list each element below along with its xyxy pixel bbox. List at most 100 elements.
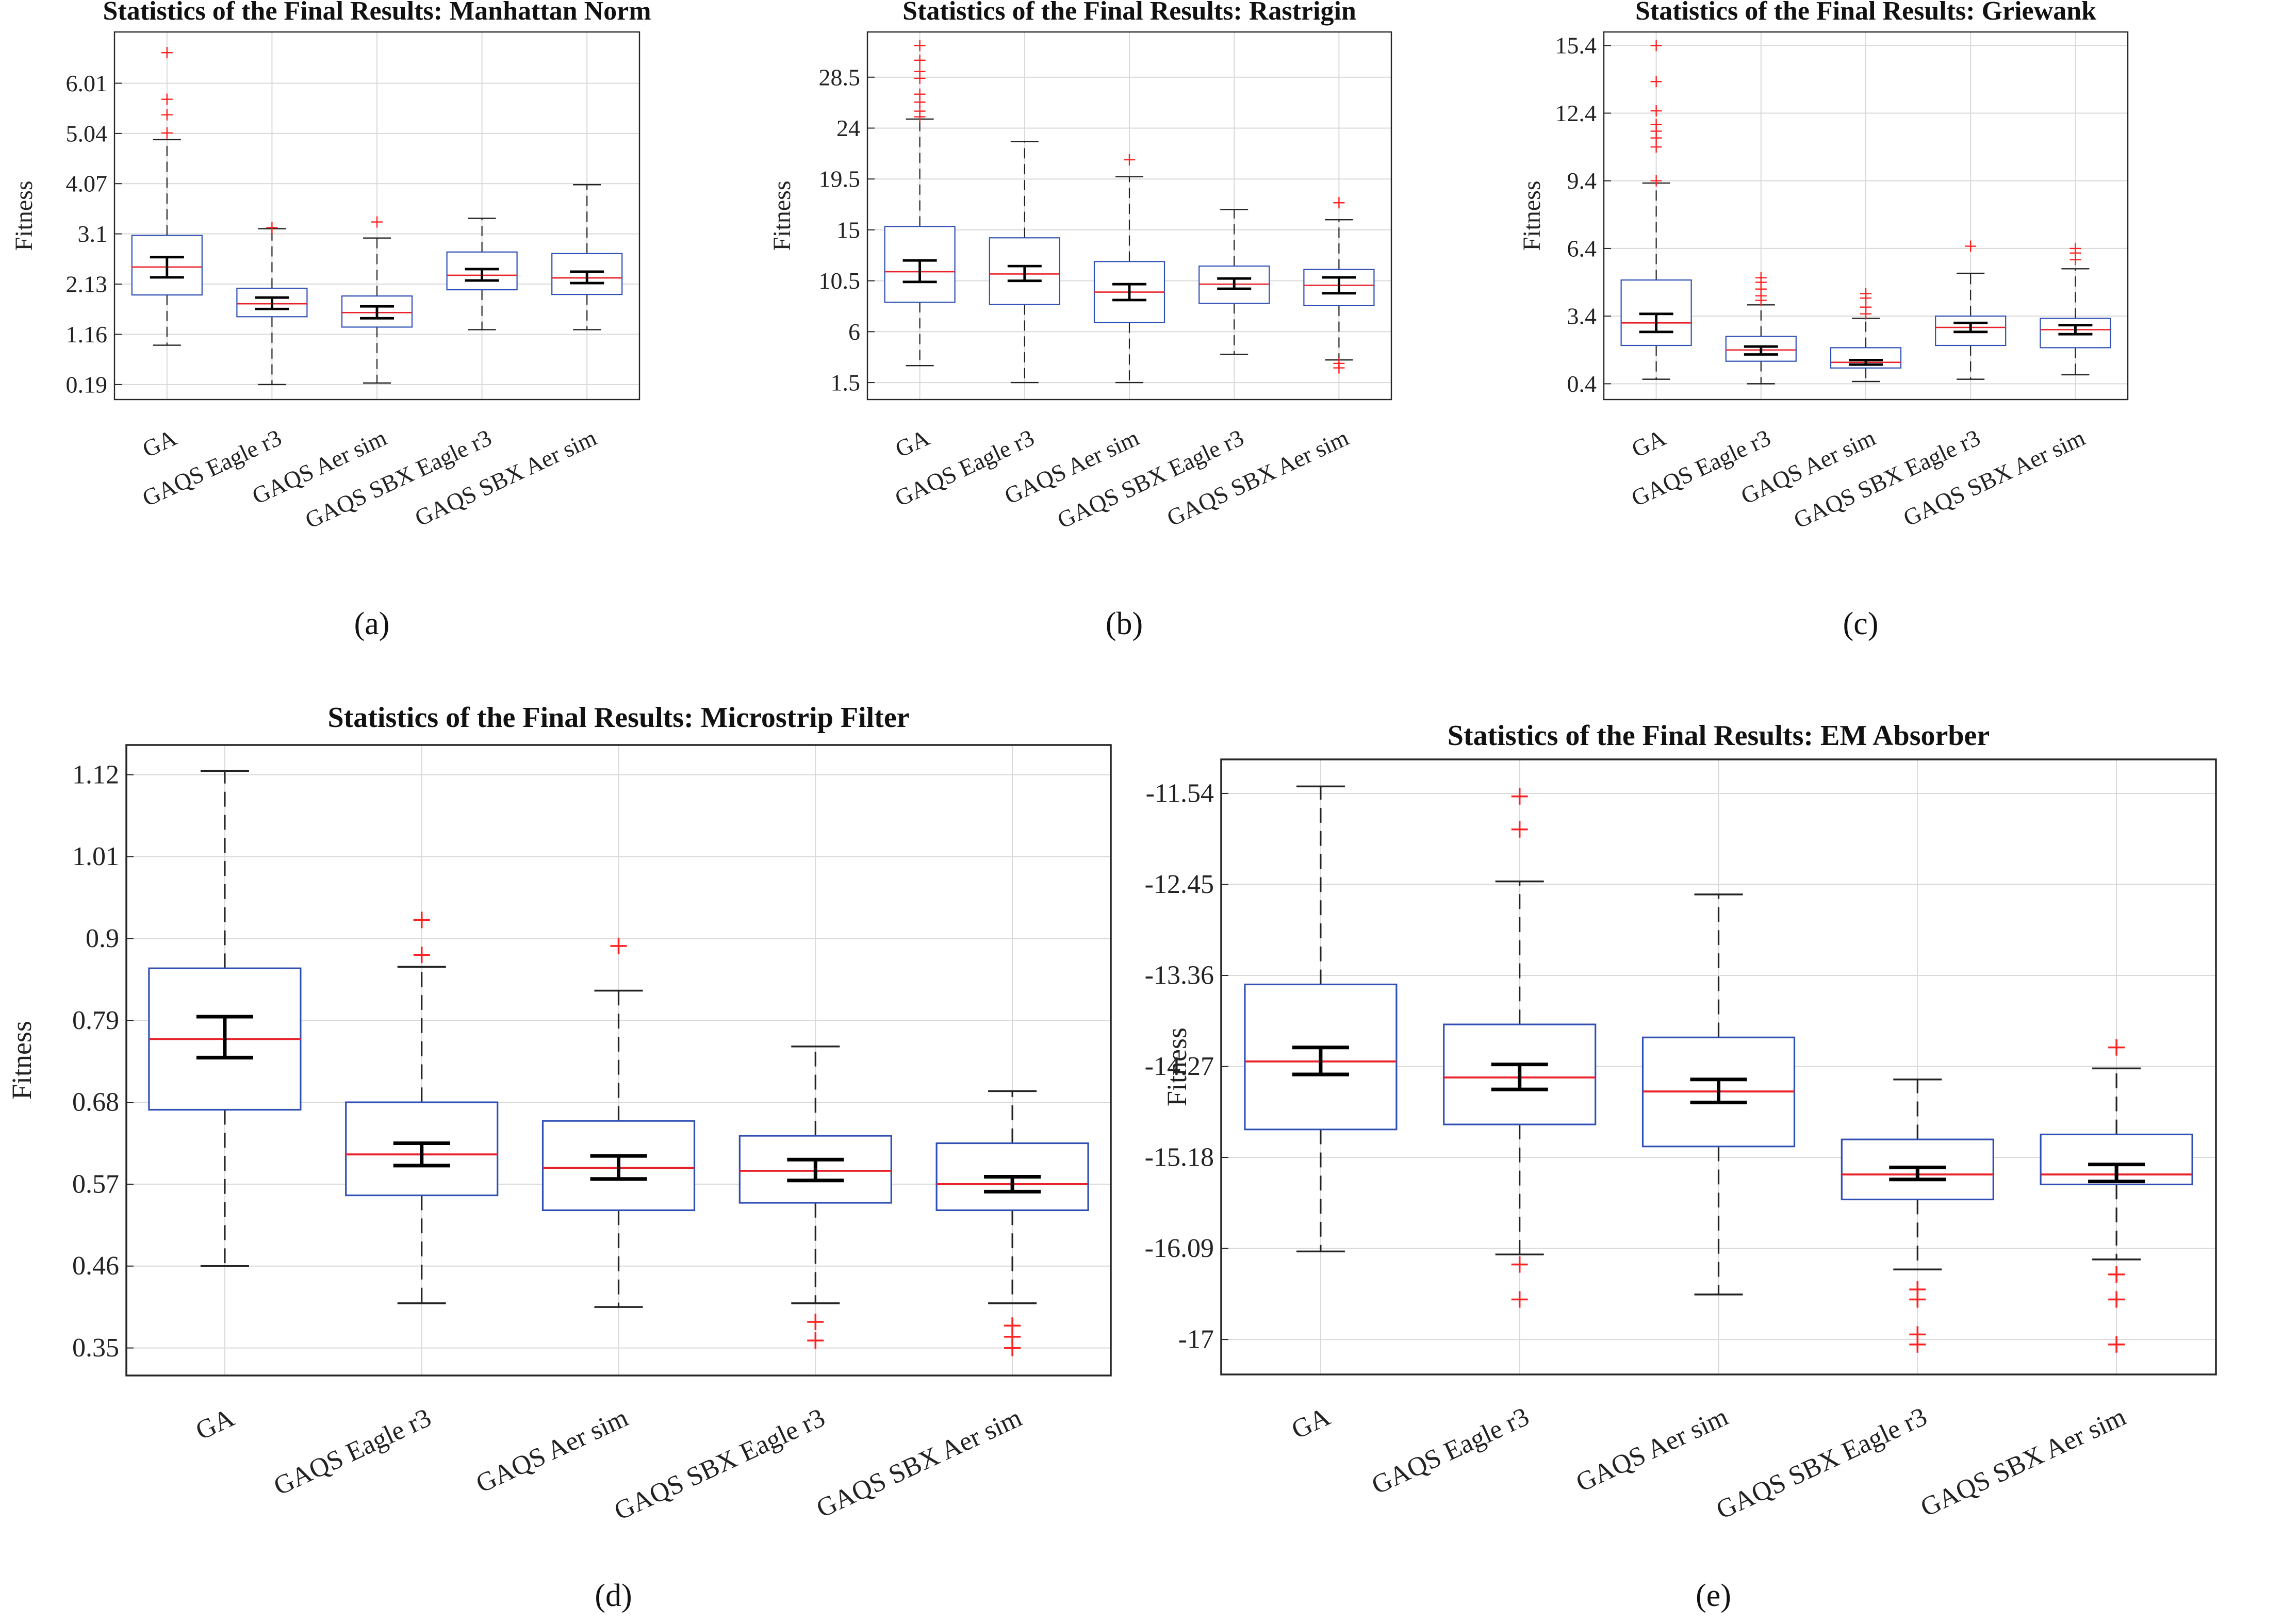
- axes-frame: [1603, 31, 2129, 401]
- outlier-marker: [807, 1314, 824, 1331]
- y-tick-label: 19.5: [819, 166, 861, 192]
- y-axis-label: Fitness: [6, 1021, 37, 1100]
- outlier-marker: [807, 1332, 824, 1349]
- y-tick-label: 15: [836, 217, 860, 243]
- outlier-marker: [914, 40, 926, 52]
- y-tick-label: -17: [1178, 1325, 1214, 1354]
- box-group: [541, 937, 696, 1308]
- y-tick-label: 3.4: [1567, 303, 1597, 329]
- x-tick-label: GA: [138, 424, 180, 462]
- outlier-marker: [1860, 288, 1871, 300]
- outlier-marker: [1650, 119, 1662, 130]
- outlier-marker: [161, 127, 173, 139]
- y-axis-label: Fitness: [1161, 1028, 1192, 1106]
- panel-caption: (b): [1106, 606, 1143, 641]
- y-axis-label: Fitness: [768, 180, 796, 251]
- x-tick-label: GAQS Aer sim: [1571, 1402, 1732, 1498]
- outlier-marker: [914, 88, 926, 100]
- x-tick-label: GAQS SBX Eagle r3: [1712, 1402, 1931, 1525]
- x-tick-label: GAQS SBX Aer sim: [411, 424, 601, 532]
- outlier-marker: [161, 47, 173, 59]
- outlier-marker: [2108, 1039, 2125, 1056]
- y-tick-label: 0.57: [72, 1169, 119, 1199]
- box-group: [1443, 788, 1597, 1308]
- box-group: [1198, 209, 1270, 355]
- y-tick-label: 10.5: [819, 268, 861, 294]
- y-tick-label: 28.5: [819, 64, 861, 90]
- outlier-marker: [1650, 40, 1662, 52]
- outlier-marker: [2108, 1291, 2125, 1308]
- outlier-marker: [914, 54, 926, 66]
- y-tick-label: -12.45: [1145, 870, 1214, 899]
- x-tick-label: GAQS SBX Eagle r3: [301, 424, 496, 534]
- box-group: [1244, 785, 1398, 1253]
- outlier-marker: [1755, 272, 1767, 284]
- x-tick-label: GAQS SBX Aer sim: [1899, 424, 2089, 532]
- y-tick-label: 9.4: [1567, 168, 1597, 194]
- box-group: [884, 40, 956, 367]
- outlier-marker: [1650, 175, 1662, 187]
- y-tick-label: -11.54: [1146, 778, 1214, 808]
- chart-panel: 0.35 0.46 0.57 0.68 0.79 0.9 1.01 1.12 GA GAQS Ea…: [6, 702, 1112, 1613]
- y-tick-label: 0.79: [72, 1006, 119, 1035]
- outlier-marker: [610, 937, 627, 954]
- y-tick-label: 1.01: [72, 842, 119, 871]
- outlier-marker: [1511, 1256, 1528, 1273]
- box-group: [446, 218, 518, 330]
- outlier-marker: [1909, 1336, 1926, 1353]
- x-tick-label: GAQS SBX Aer sim: [812, 1403, 1027, 1523]
- y-tick-label: 24: [836, 115, 860, 141]
- box-group: [551, 184, 623, 330]
- x-tick-label: GAQS Eagle r3: [269, 1403, 436, 1501]
- box-group: [1641, 893, 1796, 1296]
- outlier-marker: [2108, 1266, 2125, 1283]
- y-tick-label: 3.1: [78, 221, 108, 247]
- chart-title: Statistics of the Final Results: Griewan…: [1635, 0, 2096, 26]
- y-tick-label: 12.4: [1555, 100, 1597, 126]
- outlier-marker: [1650, 105, 1662, 117]
- y-tick-label: -15.18: [1145, 1143, 1214, 1172]
- box-group: [989, 141, 1060, 384]
- outlier-marker: [1511, 1291, 1528, 1308]
- outlier-marker: [1965, 240, 1977, 252]
- y-tick-label: 2.13: [66, 271, 108, 297]
- y-tick-label: 6: [848, 319, 860, 345]
- outlier-marker: [1511, 821, 1528, 838]
- box-group: [738, 1046, 892, 1349]
- outlier-marker: [1004, 1317, 1021, 1334]
- box-iqr: [446, 251, 518, 291]
- x-tick-label: GAQS SBX Eagle r3: [1789, 424, 1984, 534]
- axes-frame: [866, 31, 1392, 401]
- x-tick-label: GAQS SBX Aer sim: [1163, 424, 1353, 532]
- x-tick-label: GA: [1628, 424, 1670, 462]
- box-group: [131, 47, 203, 346]
- outlier-marker: [413, 947, 430, 964]
- box-group: [1841, 1078, 1994, 1353]
- y-tick-label: 4.07: [66, 171, 108, 197]
- box-group: [2040, 1039, 2193, 1353]
- x-tick-label: GAQS Eagle r3: [1367, 1402, 1534, 1500]
- x-tick-label: GA: [1287, 1402, 1335, 1445]
- y-tick-label: 6.01: [66, 70, 108, 96]
- box-group: [1725, 272, 1797, 385]
- y-axis-label: Fitness: [10, 180, 38, 251]
- y-tick-label: 0.4: [1567, 371, 1597, 397]
- y-tick-label: -14.27: [1145, 1052, 1214, 1081]
- box-group: [236, 222, 308, 386]
- outlier-marker: [1333, 357, 1345, 369]
- box-iqr: [1725, 336, 1797, 362]
- x-tick-label: GAQS Aer sim: [471, 1403, 632, 1499]
- box-group: [2040, 242, 2111, 376]
- y-tick-label: 0.46: [72, 1251, 119, 1281]
- y-tick-label: 15.4: [1555, 32, 1597, 59]
- outlier-marker: [1511, 788, 1528, 805]
- outlier-marker: [1909, 1291, 1926, 1308]
- outlier-marker: [413, 912, 430, 929]
- panel-caption: (c): [1843, 606, 1879, 641]
- y-tick-label: 0.35: [72, 1333, 119, 1363]
- y-tick-label: 6.4: [1567, 235, 1597, 261]
- outlier-marker: [2070, 242, 2081, 254]
